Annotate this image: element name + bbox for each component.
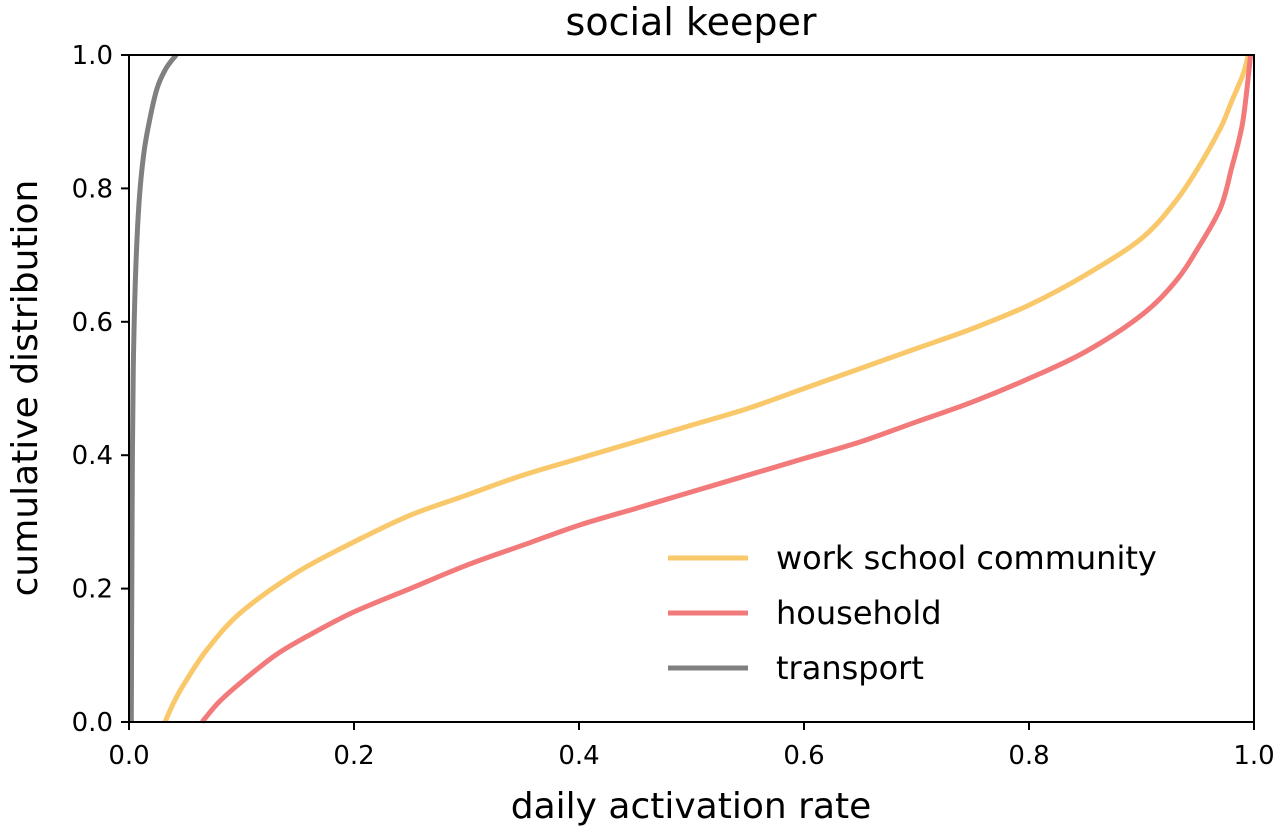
x-tick-label: 0.6 bbox=[783, 741, 824, 771]
series-line-work-school-community bbox=[162, 54, 1251, 724]
y-tick-label: 0.2 bbox=[72, 575, 113, 605]
x-axis-ticks: 0.0 0.2 0.4 0.6 0.8 1.0 bbox=[108, 722, 1275, 771]
legend-label-work-school-community: work school community bbox=[776, 539, 1157, 577]
x-tick-label: 0.2 bbox=[333, 741, 374, 771]
x-tick-label: 1.0 bbox=[1233, 741, 1274, 771]
plot-frame bbox=[128, 54, 1255, 723]
legend-label-household: household bbox=[776, 594, 942, 632]
x-tick-label: 0.8 bbox=[1008, 741, 1049, 771]
chart-title: social keeper bbox=[566, 0, 817, 44]
y-tick-label: 0.8 bbox=[72, 174, 113, 204]
x-tick-label: 0.0 bbox=[108, 741, 149, 771]
y-tick-label: 0.0 bbox=[72, 708, 113, 738]
y-axis-ticks: 0.0 0.2 0.4 0.6 0.8 1.0 bbox=[72, 41, 129, 738]
y-tick-label: 1.0 bbox=[72, 41, 113, 71]
y-tick-label: 0.6 bbox=[72, 308, 113, 338]
y-tick-label: 0.4 bbox=[72, 441, 113, 471]
series-layer bbox=[128, 53, 1254, 724]
series-line-transport bbox=[128, 53, 179, 723]
y-axis-title: cumulative distribution bbox=[5, 180, 46, 597]
legend: work school community household transport bbox=[668, 539, 1157, 687]
series-line-household bbox=[200, 54, 1254, 724]
x-axis-title: daily activation rate bbox=[511, 786, 872, 827]
x-tick-label: 0.4 bbox=[558, 741, 599, 771]
legend-label-transport: transport bbox=[776, 649, 924, 687]
plot-area bbox=[129, 55, 1254, 722]
